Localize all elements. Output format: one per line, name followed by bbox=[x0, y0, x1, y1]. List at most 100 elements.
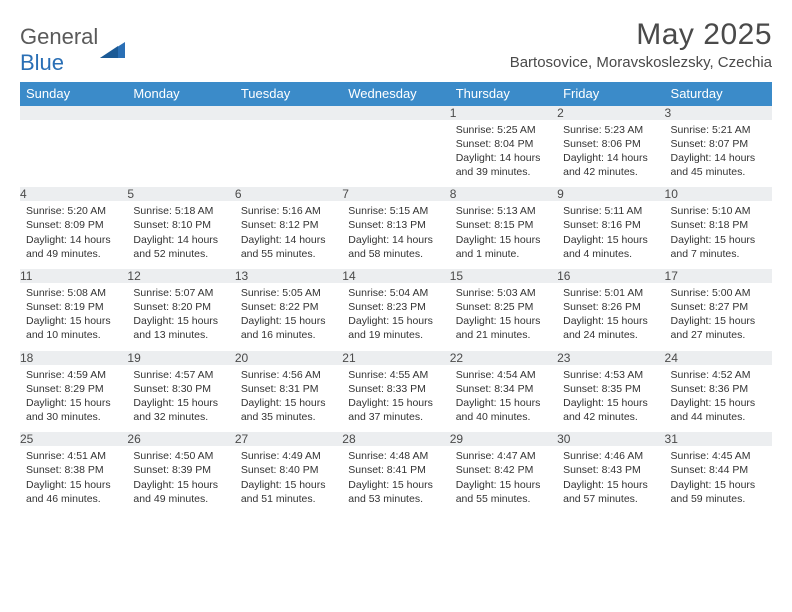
day-cell: Sunrise: 5:00 AMSunset: 8:27 PMDaylight:… bbox=[665, 283, 772, 351]
sunrise-line: Sunrise: 5:05 AM bbox=[241, 286, 336, 300]
sunset-line: Sunset: 8:43 PM bbox=[563, 463, 658, 477]
daylight-line: Daylight: 15 hours and 42 minutes. bbox=[563, 396, 658, 424]
daylight-line: Daylight: 15 hours and 16 minutes. bbox=[241, 314, 336, 342]
daylight-line: Daylight: 15 hours and 53 minutes. bbox=[348, 478, 443, 506]
sunrise-line: Sunrise: 4:50 AM bbox=[133, 449, 228, 463]
sunset-line: Sunset: 8:41 PM bbox=[348, 463, 443, 477]
day-cell bbox=[20, 120, 127, 188]
daylight-line: Daylight: 15 hours and 4 minutes. bbox=[563, 233, 658, 261]
header: General Blue May 2025 Bartosovice, Morav… bbox=[20, 18, 772, 76]
day-number: 6 bbox=[235, 187, 342, 201]
sunrise-line: Sunrise: 5:23 AM bbox=[563, 123, 658, 137]
sunset-line: Sunset: 8:30 PM bbox=[133, 382, 228, 396]
sunrise-line: Sunrise: 4:49 AM bbox=[241, 449, 336, 463]
day-number: 10 bbox=[665, 187, 772, 201]
daylight-line: Daylight: 15 hours and 27 minutes. bbox=[671, 314, 766, 342]
dow-row: Sunday Monday Tuesday Wednesday Thursday… bbox=[20, 82, 772, 106]
sunset-line: Sunset: 8:04 PM bbox=[456, 137, 551, 151]
day-details: Sunrise: 4:54 AMSunset: 8:34 PMDaylight:… bbox=[450, 365, 557, 429]
day-number: 28 bbox=[342, 432, 449, 446]
day-number: 23 bbox=[557, 351, 664, 365]
day-number: 17 bbox=[665, 269, 772, 283]
day-details: Sunrise: 5:18 AMSunset: 8:10 PMDaylight:… bbox=[127, 201, 234, 265]
sunrise-line: Sunrise: 5:00 AM bbox=[671, 286, 766, 300]
daynum-row: 123 bbox=[20, 106, 772, 120]
day-cell: Sunrise: 4:51 AMSunset: 8:38 PMDaylight:… bbox=[20, 446, 127, 514]
daylight-line: Daylight: 14 hours and 55 minutes. bbox=[241, 233, 336, 261]
day-number: 4 bbox=[20, 187, 127, 201]
daylight-line: Daylight: 15 hours and 55 minutes. bbox=[456, 478, 551, 506]
day-number: 15 bbox=[450, 269, 557, 283]
day-details: Sunrise: 4:53 AMSunset: 8:35 PMDaylight:… bbox=[557, 365, 664, 429]
day-details: Sunrise: 5:25 AMSunset: 8:04 PMDaylight:… bbox=[450, 120, 557, 184]
week-row: Sunrise: 5:08 AMSunset: 8:19 PMDaylight:… bbox=[20, 283, 772, 351]
sunset-line: Sunset: 8:07 PM bbox=[671, 137, 766, 151]
day-cell: Sunrise: 4:57 AMSunset: 8:30 PMDaylight:… bbox=[127, 365, 234, 433]
daylight-line: Daylight: 15 hours and 19 minutes. bbox=[348, 314, 443, 342]
day-number: 12 bbox=[127, 269, 234, 283]
day-cell: Sunrise: 5:13 AMSunset: 8:15 PMDaylight:… bbox=[450, 201, 557, 269]
day-details: Sunrise: 5:04 AMSunset: 8:23 PMDaylight:… bbox=[342, 283, 449, 347]
sunset-line: Sunset: 8:40 PM bbox=[241, 463, 336, 477]
day-cell: Sunrise: 4:54 AMSunset: 8:34 PMDaylight:… bbox=[450, 365, 557, 433]
daynum-row: 45678910 bbox=[20, 187, 772, 201]
day-cell: Sunrise: 4:47 AMSunset: 8:42 PMDaylight:… bbox=[450, 446, 557, 514]
day-number: 24 bbox=[665, 351, 772, 365]
sunrise-line: Sunrise: 4:54 AM bbox=[456, 368, 551, 382]
day-number: 30 bbox=[557, 432, 664, 446]
sunrise-line: Sunrise: 5:10 AM bbox=[671, 204, 766, 218]
sunset-line: Sunset: 8:29 PM bbox=[26, 382, 121, 396]
day-number bbox=[342, 106, 449, 120]
daylight-line: Daylight: 15 hours and 37 minutes. bbox=[348, 396, 443, 424]
day-details: Sunrise: 4:46 AMSunset: 8:43 PMDaylight:… bbox=[557, 446, 664, 510]
day-cell: Sunrise: 5:10 AMSunset: 8:18 PMDaylight:… bbox=[665, 201, 772, 269]
day-number: 16 bbox=[557, 269, 664, 283]
daylight-line: Daylight: 14 hours and 49 minutes. bbox=[26, 233, 121, 261]
week-row: Sunrise: 5:20 AMSunset: 8:09 PMDaylight:… bbox=[20, 201, 772, 269]
sunrise-line: Sunrise: 5:08 AM bbox=[26, 286, 121, 300]
day-cell: Sunrise: 5:23 AMSunset: 8:06 PMDaylight:… bbox=[557, 120, 664, 188]
sunrise-line: Sunrise: 5:15 AM bbox=[348, 204, 443, 218]
sunrise-line: Sunrise: 4:46 AM bbox=[563, 449, 658, 463]
sunset-line: Sunset: 8:31 PM bbox=[241, 382, 336, 396]
day-number: 21 bbox=[342, 351, 449, 365]
day-number: 9 bbox=[557, 187, 664, 201]
sunset-line: Sunset: 8:34 PM bbox=[456, 382, 551, 396]
week-row: Sunrise: 4:59 AMSunset: 8:29 PMDaylight:… bbox=[20, 365, 772, 433]
day-number bbox=[235, 106, 342, 120]
sunrise-line: Sunrise: 4:56 AM bbox=[241, 368, 336, 382]
day-cell: Sunrise: 5:15 AMSunset: 8:13 PMDaylight:… bbox=[342, 201, 449, 269]
sunset-line: Sunset: 8:33 PM bbox=[348, 382, 443, 396]
sunset-line: Sunset: 8:10 PM bbox=[133, 218, 228, 232]
sunrise-line: Sunrise: 4:51 AM bbox=[26, 449, 121, 463]
day-cell bbox=[342, 120, 449, 188]
day-number: 2 bbox=[557, 106, 664, 120]
daylight-line: Daylight: 15 hours and 21 minutes. bbox=[456, 314, 551, 342]
sunrise-line: Sunrise: 5:20 AM bbox=[26, 204, 121, 218]
day-number: 8 bbox=[450, 187, 557, 201]
day-number: 22 bbox=[450, 351, 557, 365]
sunset-line: Sunset: 8:25 PM bbox=[456, 300, 551, 314]
daylight-line: Daylight: 15 hours and 32 minutes. bbox=[133, 396, 228, 424]
sunset-line: Sunset: 8:16 PM bbox=[563, 218, 658, 232]
daylight-line: Daylight: 15 hours and 1 minute. bbox=[456, 233, 551, 261]
day-number: 31 bbox=[665, 432, 772, 446]
calendar-table: Sunday Monday Tuesday Wednesday Thursday… bbox=[20, 82, 772, 514]
day-details: Sunrise: 4:52 AMSunset: 8:36 PMDaylight:… bbox=[665, 365, 772, 429]
dow-wednesday: Wednesday bbox=[342, 82, 449, 106]
sunset-line: Sunset: 8:23 PM bbox=[348, 300, 443, 314]
sunrise-line: Sunrise: 4:53 AM bbox=[563, 368, 658, 382]
day-cell: Sunrise: 5:07 AMSunset: 8:20 PMDaylight:… bbox=[127, 283, 234, 351]
sunrise-line: Sunrise: 4:57 AM bbox=[133, 368, 228, 382]
day-details: Sunrise: 4:47 AMSunset: 8:42 PMDaylight:… bbox=[450, 446, 557, 510]
daynum-row: 11121314151617 bbox=[20, 269, 772, 283]
day-number: 19 bbox=[127, 351, 234, 365]
day-cell: Sunrise: 4:45 AMSunset: 8:44 PMDaylight:… bbox=[665, 446, 772, 514]
sunset-line: Sunset: 8:42 PM bbox=[456, 463, 551, 477]
daylight-line: Daylight: 15 hours and 30 minutes. bbox=[26, 396, 121, 424]
day-cell: Sunrise: 5:08 AMSunset: 8:19 PMDaylight:… bbox=[20, 283, 127, 351]
day-details: Sunrise: 5:03 AMSunset: 8:25 PMDaylight:… bbox=[450, 283, 557, 347]
daylight-line: Daylight: 15 hours and 10 minutes. bbox=[26, 314, 121, 342]
day-cell: Sunrise: 4:46 AMSunset: 8:43 PMDaylight:… bbox=[557, 446, 664, 514]
day-cell: Sunrise: 5:18 AMSunset: 8:10 PMDaylight:… bbox=[127, 201, 234, 269]
